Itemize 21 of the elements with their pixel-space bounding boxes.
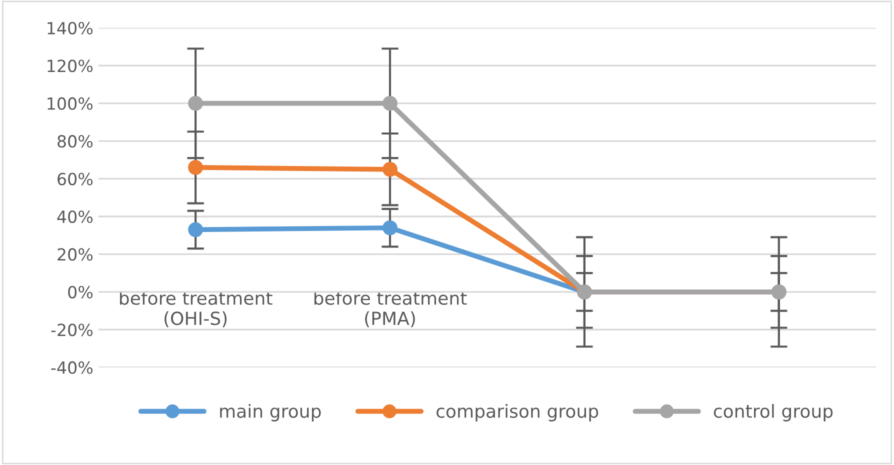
y-tick-label: 20% — [58, 248, 93, 261]
legend-label: control group — [714, 404, 833, 422]
y-tick-label: -20% — [51, 324, 93, 336]
point — [188, 160, 204, 175]
point — [382, 162, 398, 177]
y-tick-label: 100% — [48, 97, 93, 110]
y-tick-label: 40% — [57, 210, 93, 224]
y-tick-label: 120% — [48, 60, 93, 72]
point — [382, 220, 398, 236]
legend-label: main group — [220, 404, 321, 422]
y-tick-label: 80% — [58, 135, 93, 148]
point — [382, 96, 398, 111]
x-tick-label: before treatment (PMA) — [314, 290, 467, 328]
point — [188, 96, 204, 111]
y-tick-label: 0% — [68, 286, 93, 298]
legend-label: comparison group — [436, 404, 598, 422]
y-tick-label: -40% — [51, 361, 93, 374]
point — [188, 222, 204, 238]
x-tick-label: before treatment (OHI-S) — [120, 290, 272, 328]
y-tick-label: 140% — [48, 22, 93, 34]
y-tick-label: 60% — [58, 172, 93, 186]
